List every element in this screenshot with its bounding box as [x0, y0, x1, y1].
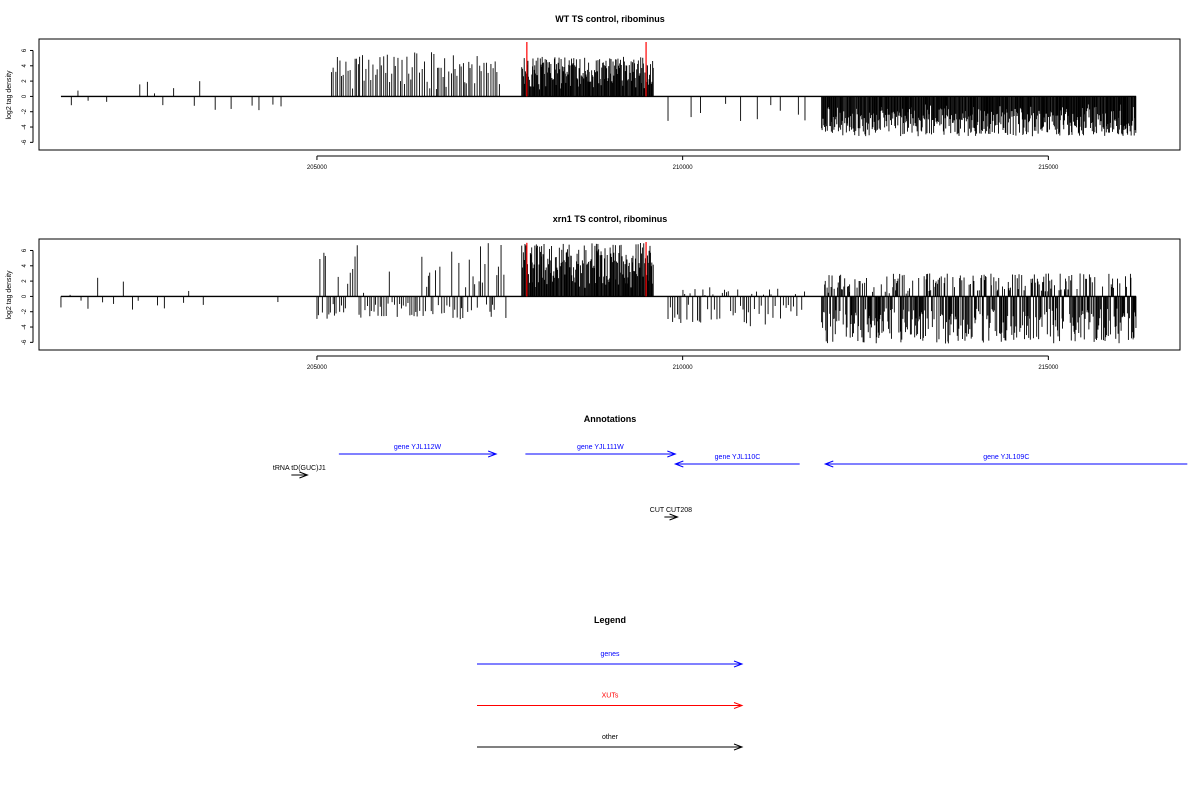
- x-tick-label: 215000: [1038, 365, 1059, 371]
- legend-title: Legend: [594, 615, 626, 625]
- annotation-arrow-head: [823, 460, 834, 468]
- annotation-label: CUT CUT208: [650, 507, 692, 514]
- legend-arrow-head: [733, 702, 744, 709]
- xrn1-panel: xrn1 TS control, ribominus log2 tag dens…: [6, 214, 1181, 371]
- y-tick-label: -4: [22, 124, 28, 130]
- annotation-arrow: [525, 450, 677, 458]
- y-tick-label: 2: [22, 79, 28, 83]
- annotations-title: Annotations: [584, 414, 637, 424]
- legend-arrow-head: [733, 743, 744, 751]
- legend-label: genes: [600, 651, 620, 658]
- annotation-arrow-head: [299, 471, 309, 479]
- annotation-label: gene YJL112W: [394, 444, 442, 451]
- annotation-label: gene YJL111W: [577, 444, 624, 451]
- wt-axes: 6 4 2 0 -2 -4 -6 205000 210000 215000: [22, 48, 1059, 171]
- wt-plot-frame: [38, 38, 1181, 151]
- x-tick-label: 205000: [307, 365, 328, 371]
- xrn1-plot-frame: [38, 238, 1181, 351]
- y-tick-label: 0: [22, 94, 28, 98]
- annotation-arrow: [291, 471, 309, 479]
- annotation-features: gene YJL112W gene YJL111W gene YJL110C gene…: [273, 444, 1188, 521]
- xrn1-panel-title: xrn1 TS control, ribominus: [553, 214, 668, 224]
- wt-density-bars: [60, 42, 1137, 137]
- annotation-label: tRNA tD(GUC)J1: [273, 465, 326, 472]
- annotation-arrow: [673, 460, 800, 468]
- legend-label: other: [602, 734, 619, 741]
- annotation-label: gene YJL109C: [983, 454, 1029, 461]
- x-tick-label: 210000: [673, 365, 694, 371]
- legend-arrow: [477, 660, 744, 668]
- legend-label: XUTs: [602, 693, 619, 700]
- xrn1-density-bars: [60, 242, 1137, 344]
- wt-y-axis-label: log2 tag density: [6, 70, 13, 120]
- xrn1-axes: 6 4 2 0 -2 -4 -6 205000 210000 215000: [22, 248, 1059, 371]
- annotation-label: gene YJL110C: [715, 454, 761, 461]
- y-tick-label: -6: [22, 339, 28, 345]
- y-tick-label: 4: [22, 263, 28, 267]
- y-tick-label: -4: [22, 324, 28, 330]
- wt-panel-title: WT TS control, ribominus: [555, 14, 665, 24]
- x-tick-label: 205000: [307, 165, 328, 171]
- y-tick-label: -6: [22, 139, 28, 145]
- legend-arrow-head: [733, 660, 744, 668]
- x-tick-label: 210000: [673, 165, 694, 171]
- y-tick-label: -2: [22, 308, 28, 314]
- annotation-arrow-head: [673, 460, 684, 468]
- wt-panel: WT TS control, ribominus log2 tag densit…: [6, 14, 1181, 171]
- annotation-arrow: [664, 513, 679, 521]
- legend-items: genes XUTs other: [477, 651, 744, 751]
- legend-arrow: [477, 702, 744, 709]
- annotation-arrow: [823, 460, 1188, 468]
- y-tick-label: 6: [22, 48, 28, 52]
- x-tick-label: 215000: [1038, 165, 1059, 171]
- y-tick-label: -2: [22, 108, 28, 114]
- y-tick-label: 4: [22, 63, 28, 67]
- annotation-arrow-head: [667, 450, 677, 458]
- legend: Legend genes XUTs other: [477, 615, 744, 751]
- y-tick-label: 2: [22, 279, 28, 283]
- annotation-arrow-head: [487, 450, 498, 458]
- y-tick-label: 0: [22, 294, 28, 298]
- annotation-arrow: [338, 450, 498, 458]
- xrn1-y-axis-label: log2 tag density: [6, 270, 13, 320]
- legend-arrow: [477, 743, 744, 751]
- annotations-track: Annotations gene YJL112W gene YJL111Wgene…: [273, 414, 1188, 521]
- y-tick-label: 6: [22, 248, 28, 252]
- annotation-arrow-head: [669, 513, 679, 521]
